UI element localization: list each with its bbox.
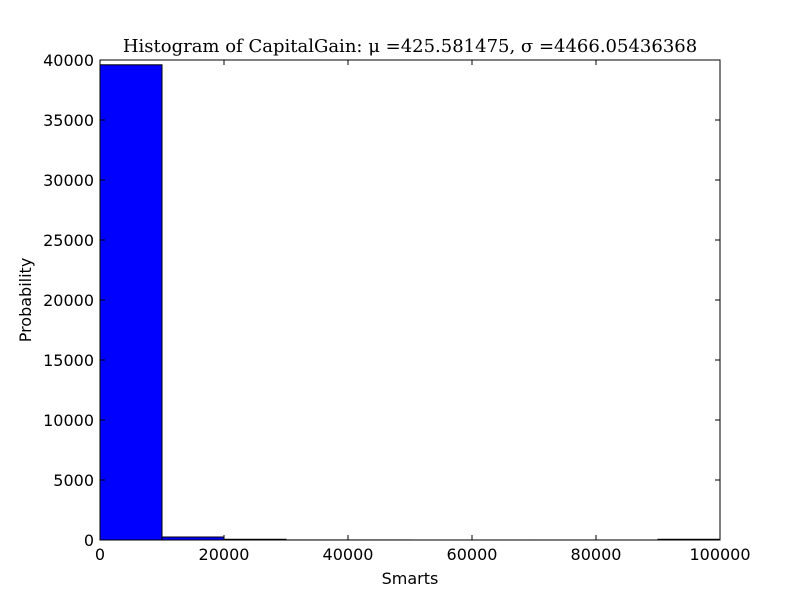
y-tick-label-6: 30000 bbox=[43, 171, 94, 190]
histogram-bar-0 bbox=[99, 64, 163, 541]
y-axis-ticks: 0 5000 10000 15000 20000 25000 30000 35000 40000 bbox=[43, 51, 720, 550]
x-tick-label-1: 20000 bbox=[199, 545, 250, 564]
y-tick-label-5: 25000 bbox=[43, 231, 94, 250]
y-tick-label-7: 35000 bbox=[43, 111, 94, 130]
y-tick-label-8: 40000 bbox=[43, 51, 94, 70]
y-tick-label-0: 0 bbox=[84, 531, 94, 550]
x-tick-label-3: 60000 bbox=[447, 545, 498, 564]
x-tick-label-4: 80000 bbox=[571, 545, 622, 564]
y-tick-label-3: 15000 bbox=[43, 351, 94, 370]
x-tick-label-2: 40000 bbox=[323, 545, 374, 564]
y-tick-label-2: 10000 bbox=[43, 411, 94, 430]
y-tick-label-1: 5000 bbox=[53, 471, 94, 490]
plot-frame bbox=[99, 59, 721, 541]
x-axis-ticks: 0 20000 40000 60000 80000 100000 bbox=[95, 60, 751, 564]
x-tick-label-0: 0 bbox=[95, 545, 105, 564]
chart-title: Histogram of CapitalGain: μ =425.581475,… bbox=[123, 36, 697, 57]
y-tick-label-4: 20000 bbox=[43, 291, 94, 310]
y-axis-label: Probability bbox=[16, 258, 35, 343]
x-axis-label: Smarts bbox=[382, 569, 439, 588]
x-tick-label-5: 100000 bbox=[689, 545, 750, 564]
histogram-bars bbox=[99, 64, 721, 541]
